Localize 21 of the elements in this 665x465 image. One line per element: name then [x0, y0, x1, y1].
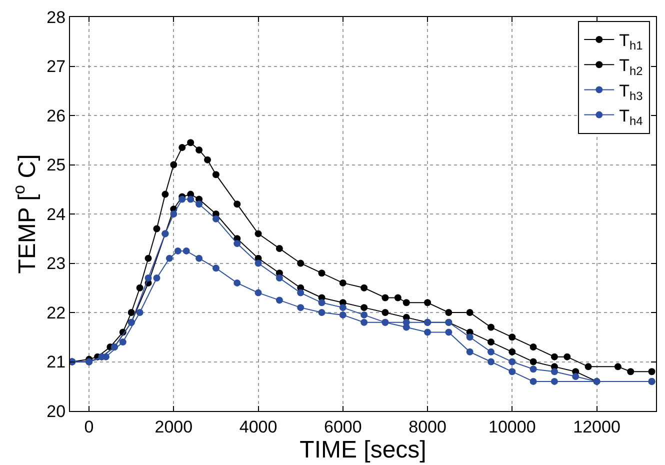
x-tick-label: 2000: [154, 417, 193, 436]
y-tick-label: 20: [46, 402, 66, 421]
y-tick-label: 24: [46, 204, 66, 224]
y-tick-label: 21: [46, 352, 66, 372]
x-tick-label: 12000: [573, 417, 620, 436]
y-tick-label: 26: [46, 106, 66, 126]
x-tick-label: 8000: [408, 417, 446, 436]
x-tick-label: 10000: [488, 417, 536, 436]
legend-label: T$_{h3}$: [619, 81, 644, 103]
y-tick-label: 22: [46, 303, 66, 322]
y-tick-label: 27: [46, 57, 66, 76]
x-tick-label: 4000: [239, 417, 278, 436]
x-axis-title: TIME [secs]: [300, 436, 426, 464]
y-tick-label: 25: [46, 156, 66, 175]
y-tick-label: 28: [46, 8, 66, 27]
y-tick-label: 23: [46, 254, 66, 274]
legend-label: T$_{h2}$: [619, 56, 644, 78]
x-tick-label: 6000: [324, 417, 362, 436]
legend-label: T$_{h1}$: [619, 31, 644, 53]
x-tick-label: 0: [84, 417, 94, 436]
legend-label: T$_{h4}$: [619, 106, 644, 128]
